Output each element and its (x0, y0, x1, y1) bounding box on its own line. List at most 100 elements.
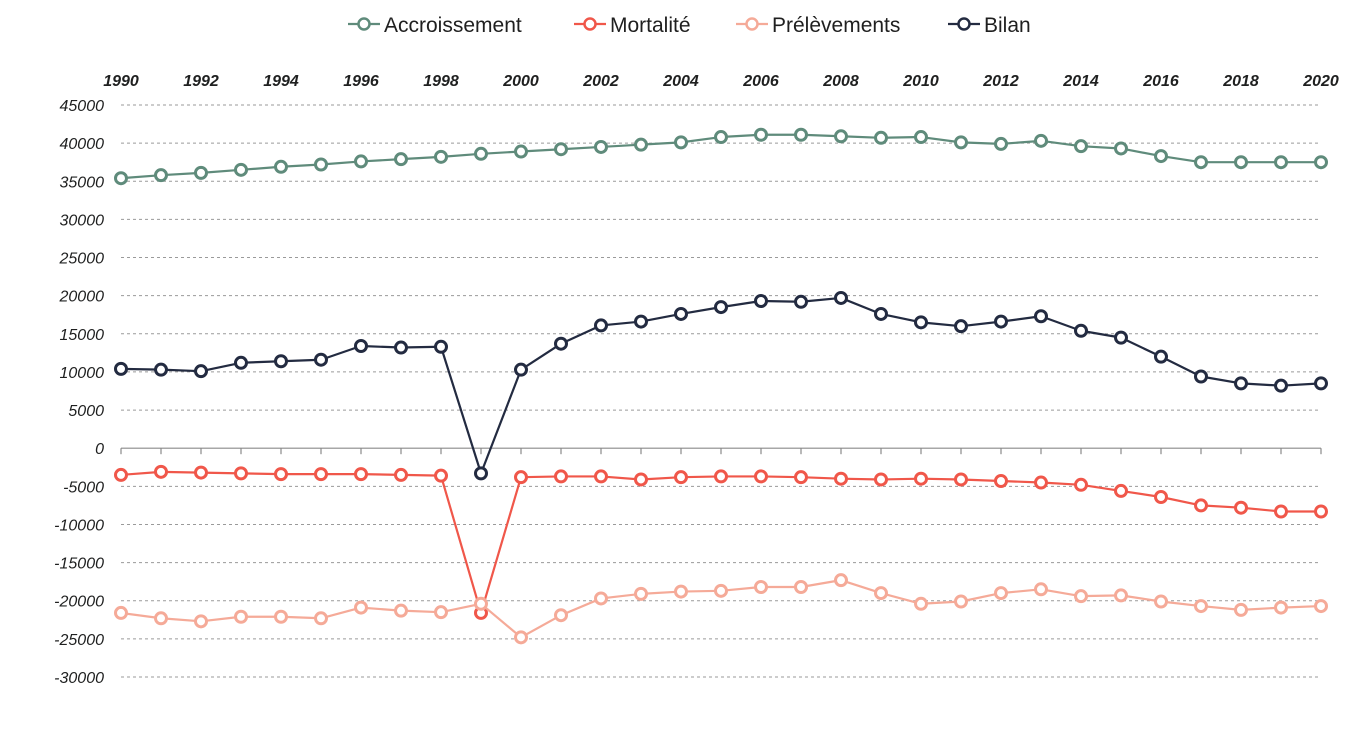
data-point (474, 146, 488, 161)
data-point (234, 355, 248, 370)
y-tick-label: 35000 (60, 174, 105, 191)
data-point (114, 361, 128, 376)
data-point (834, 471, 848, 486)
x-tick-label: 2014 (1062, 73, 1099, 90)
data-point (634, 137, 648, 152)
data-point (394, 467, 408, 482)
series-0 (114, 127, 1328, 186)
y-tick-label: 40000 (60, 136, 105, 153)
x-tick-label: 2012 (982, 73, 1019, 90)
x-tick-label: 1998 (423, 73, 459, 90)
data-point (1234, 602, 1248, 617)
data-point (914, 130, 928, 145)
data-point (514, 630, 528, 645)
data-point (154, 464, 168, 479)
x-tick-label: 2006 (742, 73, 779, 90)
y-tick-label: -15000 (54, 556, 104, 573)
series-lines (114, 127, 1328, 645)
data-point (234, 162, 248, 177)
data-point (954, 594, 968, 609)
data-point (1314, 155, 1328, 170)
legend-label: Bilan (984, 14, 1031, 37)
data-point (1034, 475, 1048, 490)
x-tick-label: 2008 (822, 73, 859, 90)
data-point (874, 472, 888, 487)
data-point (1114, 483, 1128, 498)
data-point (1314, 504, 1328, 519)
data-point (234, 466, 248, 481)
data-point (594, 318, 608, 333)
data-point (1074, 477, 1088, 492)
series-1 (114, 464, 1328, 620)
data-point (554, 608, 568, 623)
data-point (994, 473, 1008, 488)
data-point (1074, 323, 1088, 338)
y-tick-label: 0 (95, 441, 104, 458)
x-tick-label: 2004 (662, 73, 699, 90)
data-point (834, 290, 848, 305)
data-point (314, 467, 328, 482)
data-point (1074, 589, 1088, 604)
data-point (1234, 376, 1248, 391)
data-point (514, 144, 528, 159)
data-point (194, 364, 208, 379)
data-point (874, 130, 888, 145)
data-point (714, 130, 728, 145)
data-point (194, 465, 208, 480)
legend-label: Accroissement (384, 14, 522, 37)
data-point (1074, 139, 1088, 154)
data-point (1194, 599, 1208, 614)
y-tick-label: 20000 (59, 289, 105, 306)
series-3 (114, 290, 1328, 481)
y-tick-label: -5000 (63, 479, 104, 496)
data-point (1114, 141, 1128, 156)
data-point (274, 609, 288, 624)
data-point (514, 470, 528, 485)
data-point (194, 165, 208, 180)
data-point (1154, 149, 1168, 164)
y-tick-label: 10000 (60, 365, 105, 382)
data-point (914, 596, 928, 611)
data-point (714, 469, 728, 484)
data-point (1194, 369, 1208, 384)
data-point (594, 591, 608, 606)
y-axis-tick-labels: 45000 40000 35000 30000 25000 20000 15000 10000… (54, 98, 104, 687)
data-point (154, 168, 168, 183)
data-point (354, 467, 368, 482)
y-tick-label: -30000 (54, 670, 104, 687)
legend-item: Mortalité (574, 14, 691, 37)
legend-marker (583, 17, 597, 31)
x-axis (120, 447, 1322, 455)
data-point (434, 468, 448, 483)
data-point (754, 127, 768, 142)
data-point (914, 471, 928, 486)
x-tick-label: 2020 (1302, 73, 1339, 90)
data-point (674, 470, 688, 485)
legend-item: Prélèvements (736, 14, 900, 37)
data-point (634, 586, 648, 601)
data-point (634, 472, 648, 487)
data-point (1034, 582, 1048, 597)
data-point (954, 472, 968, 487)
x-axis-tick-labels: 1990 1992 1994 1996 1998 2000 2002 2004 2006 2008… (103, 73, 1339, 90)
legend-item: Accroissement (348, 14, 522, 37)
data-point (354, 154, 368, 169)
data-point (594, 139, 608, 154)
data-point (954, 319, 968, 334)
data-point (1194, 498, 1208, 513)
data-point (1154, 490, 1168, 505)
data-point (754, 294, 768, 309)
data-point (554, 142, 568, 157)
y-tick-label: 5000 (68, 403, 104, 420)
data-point (354, 339, 368, 354)
data-point (1154, 349, 1168, 364)
data-point (754, 469, 768, 484)
data-point (114, 605, 128, 620)
data-point (994, 586, 1008, 601)
legend-marker (745, 17, 759, 31)
data-point (554, 336, 568, 351)
data-point (754, 580, 768, 595)
x-tick-label: 1990 (103, 73, 139, 90)
x-tick-label: 2010 (902, 73, 939, 90)
